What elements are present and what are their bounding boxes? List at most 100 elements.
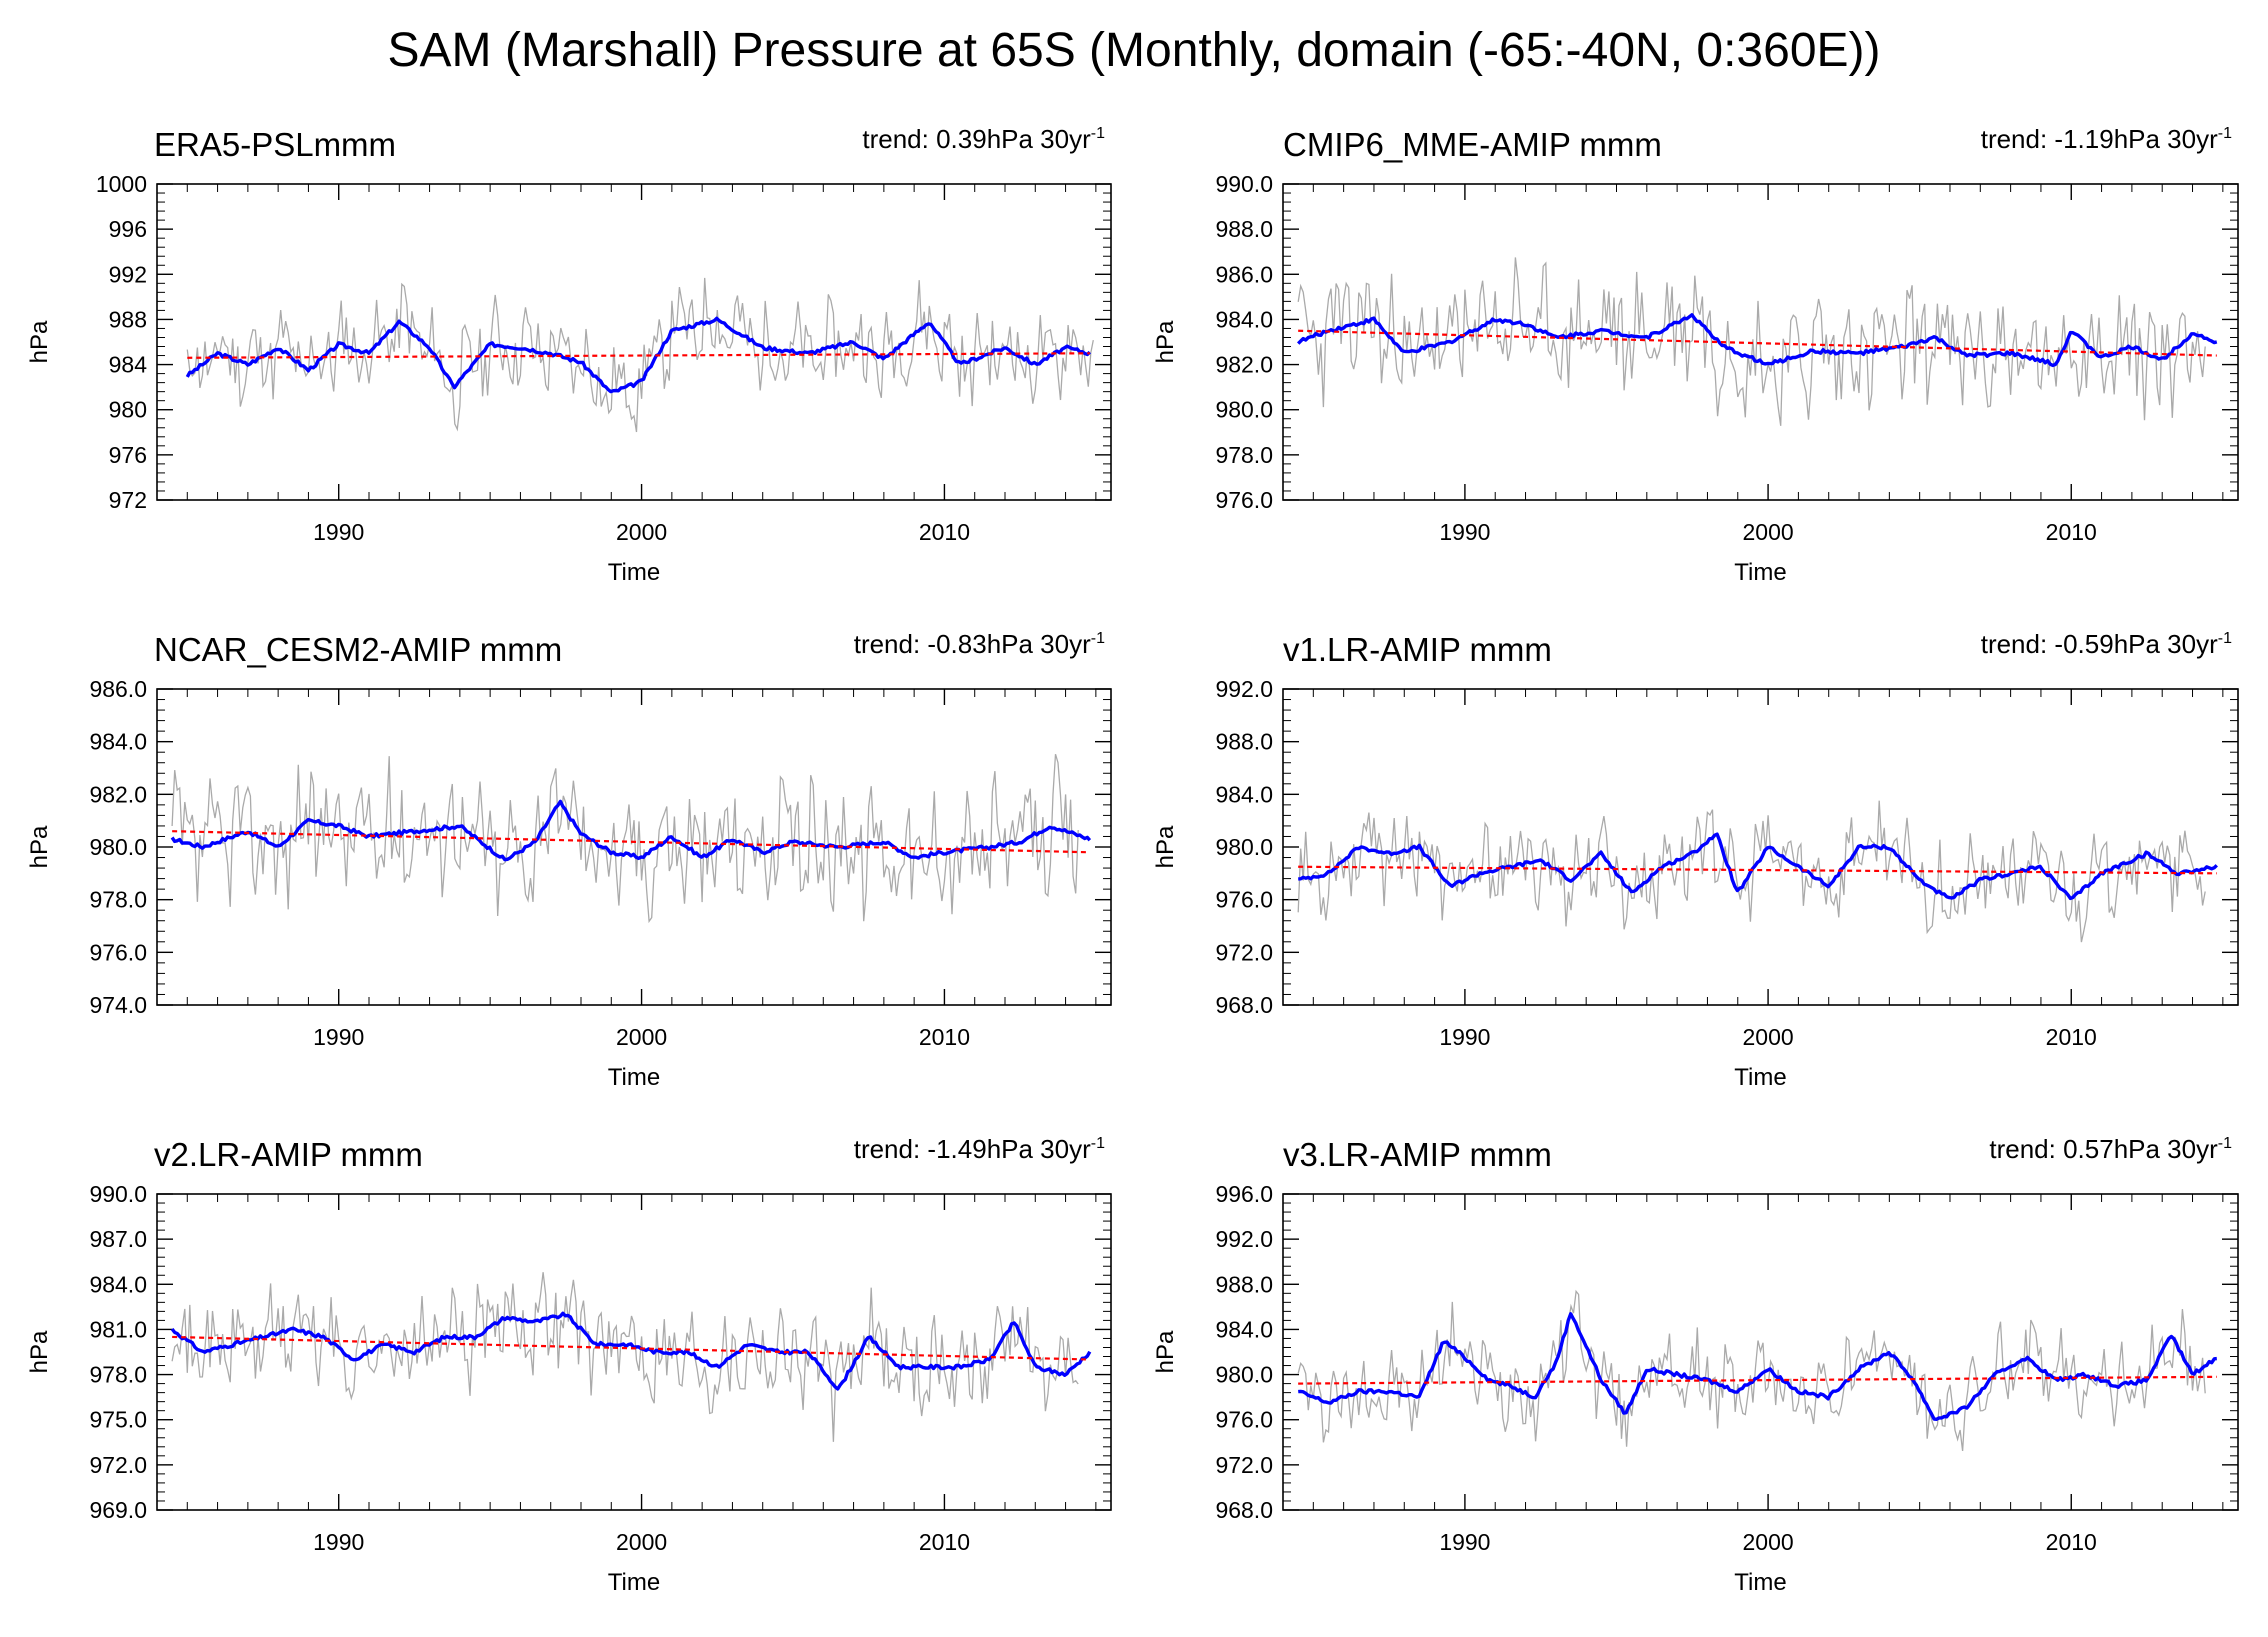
x-tick-label: 2000 xyxy=(616,1529,667,1555)
x-axis-label: Time xyxy=(1734,1569,1786,1596)
plot-area xyxy=(1296,257,2218,426)
trend-label: trend: -1.19hPa 30yr-1 xyxy=(1981,124,2232,154)
plot-area xyxy=(185,277,1094,433)
trend-text: trend: 0.57hPa 30yr xyxy=(1989,1134,2218,1164)
y-tick-label: 972.0 xyxy=(89,1452,147,1478)
panel-title: ERA5-PSLmmm xyxy=(154,126,396,163)
panel-title: v1.LR-AMIP mmm xyxy=(1283,631,1552,668)
y-tick-label: 972.0 xyxy=(1215,939,1273,965)
x-tick-label: 2010 xyxy=(919,1024,970,1050)
trend-label: trend: -0.83hPa 30yr-1 xyxy=(854,629,1105,659)
main-title: SAM (Marshall) Pressure at 65S (Monthly,… xyxy=(388,24,1881,77)
trend-label: trend: -1.49hPa 30yr-1 xyxy=(854,1134,1105,1164)
y-tick-label: 986.0 xyxy=(1215,261,1273,287)
x-tick-label: 1990 xyxy=(313,1529,364,1555)
y-tick-label: 980 xyxy=(109,397,147,423)
y-tick-label: 980.0 xyxy=(1215,1362,1273,1388)
x-tick-label: 2010 xyxy=(2046,1529,2097,1555)
y-tick-label: 990.0 xyxy=(1215,171,1273,197)
panel-5: v2.LR-AMIP mmm trend: -1.49hPa 30yr-1 969.… xyxy=(26,1134,1112,1596)
y-tick-label: 969.0 xyxy=(89,1497,147,1523)
x-tick-label: 1990 xyxy=(1439,1024,1490,1050)
y-axis-label: hPa xyxy=(26,1330,53,1373)
x-tick-label: 2010 xyxy=(2046,519,2097,545)
series-trend-line xyxy=(1298,1375,2217,1385)
y-tick-label: 976 xyxy=(109,442,147,468)
series-trend-line xyxy=(1298,865,2217,875)
y-tick-label: 981.0 xyxy=(89,1316,147,1342)
y-tick-label: 984.0 xyxy=(1215,1316,1273,1342)
series-running-mean-line xyxy=(1298,832,2218,901)
y-tick-label: 992 xyxy=(109,261,147,287)
y-tick-label: 980.0 xyxy=(1215,397,1273,423)
panel-6: v3.LR-AMIP mmm trend: 0.57hPa 30yr-1 968.0… xyxy=(1152,1134,2239,1596)
trend-exponent: -1 xyxy=(1091,125,1105,142)
series-running-mean-line xyxy=(170,799,1092,862)
panel-2: CMIP6_MME-AMIP mmm trend: -1.19hPa 30yr-1… xyxy=(1152,124,2239,586)
y-tick-label: 980.0 xyxy=(89,834,147,860)
y-tick-label: 984.0 xyxy=(89,1271,147,1297)
y-tick-label: 982.0 xyxy=(1215,352,1273,378)
series-monthly-line xyxy=(171,1272,1079,1442)
y-tick-label: 984.0 xyxy=(89,729,147,755)
y-tick-label: 972.0 xyxy=(1215,1452,1273,1478)
trend-label: trend: 0.57hPa 30yr-1 xyxy=(1989,1134,2232,1164)
y-tick-label: 980.0 xyxy=(1215,834,1273,860)
panel-title: NCAR_CESM2-AMIP mmm xyxy=(154,631,562,668)
y-tick-label: 972 xyxy=(109,487,147,513)
y-tick-label: 1000 xyxy=(96,171,147,197)
y-axis-label: hPa xyxy=(26,320,53,363)
x-tick-label: 2000 xyxy=(616,1024,667,1050)
y-tick-label: 968.0 xyxy=(1215,1497,1273,1523)
series-running-mean-line xyxy=(1298,1312,2217,1422)
x-axis-label: Time xyxy=(1734,1064,1786,1091)
y-tick-label: 996 xyxy=(109,216,147,242)
series-trend-line xyxy=(1298,329,2217,357)
y-tick-label: 984.0 xyxy=(1215,781,1273,807)
plot-frame xyxy=(156,688,1112,1006)
trend-text: trend: -1.49hPa 30yr xyxy=(854,1134,1091,1164)
y-tick-label: 988.0 xyxy=(1215,1271,1273,1297)
plot-area xyxy=(1297,800,2218,943)
trend-exponent: -1 xyxy=(2218,1135,2232,1152)
x-tick-label: 1990 xyxy=(313,1024,364,1050)
x-tick-label: 1990 xyxy=(1439,1529,1490,1555)
trend-exponent: -1 xyxy=(2218,125,2232,142)
trend-text: trend: -0.59hPa 30yr xyxy=(1981,629,2218,659)
trend-exponent: -1 xyxy=(2218,630,2232,647)
y-tick-label: 982.0 xyxy=(89,781,147,807)
trend-text: trend: -0.83hPa 30yr xyxy=(854,629,1091,659)
panel-1: ERA5-PSLmmm trend: 0.39hPa 30yr-1 972 976 98… xyxy=(26,124,1112,586)
x-tick-label: 2010 xyxy=(919,1529,970,1555)
x-axis-label: Time xyxy=(1734,559,1786,586)
series-monthly-line xyxy=(1297,800,2206,943)
series-monthly-line xyxy=(186,277,1094,433)
x-tick-label: 2000 xyxy=(1742,1024,1793,1050)
y-tick-label: 988.0 xyxy=(1215,216,1273,242)
y-tick-label: 992.0 xyxy=(1215,676,1273,702)
y-tick-label: 975.0 xyxy=(89,1407,147,1433)
y-tick-label: 990.0 xyxy=(89,1181,147,1207)
x-axis-label: Time xyxy=(608,1569,660,1596)
y-tick-label: 987.0 xyxy=(89,1226,147,1252)
y-axis-label: hPa xyxy=(1152,1330,1179,1373)
series-monthly-line xyxy=(1297,1289,2206,1451)
y-tick-label: 978.0 xyxy=(89,1362,147,1388)
x-tick-label: 2010 xyxy=(2046,1024,2097,1050)
y-tick-label: 988.0 xyxy=(1215,729,1273,755)
y-tick-label: 976.0 xyxy=(1215,887,1273,913)
y-axis-label: hPa xyxy=(26,825,53,868)
panel-title: CMIP6_MME-AMIP mmm xyxy=(1283,126,1662,163)
y-tick-label: 992.0 xyxy=(1215,1226,1273,1252)
x-axis-label: Time xyxy=(608,1064,660,1091)
y-tick-label: 996.0 xyxy=(1215,1181,1273,1207)
trend-label: trend: 0.39hPa 30yr-1 xyxy=(862,124,1105,154)
panel-3: NCAR_CESM2-AMIP mmm trend: -0.83hPa 30yr-… xyxy=(26,629,1112,1091)
panel-4: v1.LR-AMIP mmm trend: -0.59hPa 30yr-1 968.… xyxy=(1152,629,2239,1091)
trend-label: trend: -0.59hPa 30yr-1 xyxy=(1981,629,2232,659)
y-tick-label: 978.0 xyxy=(1215,442,1273,468)
x-tick-label: 1990 xyxy=(313,519,364,545)
y-axis-label: hPa xyxy=(1152,825,1179,868)
